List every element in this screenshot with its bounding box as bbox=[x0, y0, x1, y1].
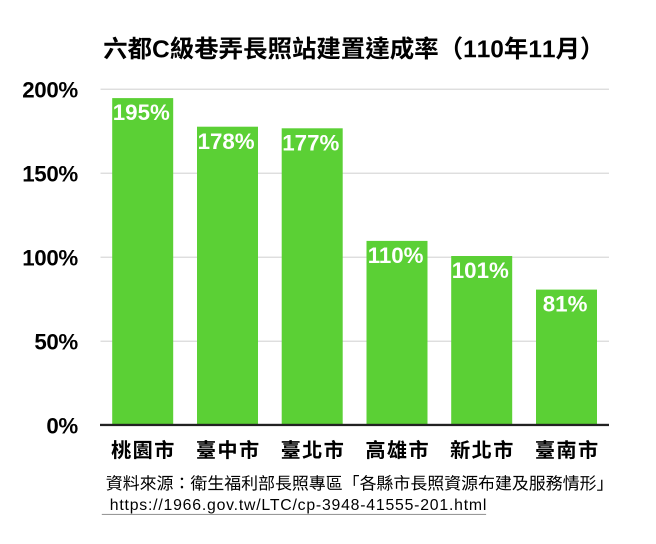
svg-text:50%: 50% bbox=[34, 330, 78, 355]
svg-text:178%: 178% bbox=[198, 129, 255, 154]
svg-text:0%: 0% bbox=[46, 414, 78, 439]
svg-text:https://1966.gov.tw/LTC/cp-394: https://1966.gov.tw/LTC/cp-3948-41555-20… bbox=[110, 497, 487, 514]
svg-text:100%: 100% bbox=[22, 246, 78, 271]
svg-text:81%: 81% bbox=[543, 292, 588, 317]
svg-text:177%: 177% bbox=[282, 130, 339, 155]
svg-text:200%: 200% bbox=[22, 78, 78, 103]
svg-text:150%: 150% bbox=[22, 162, 78, 187]
svg-text:110%: 110% bbox=[368, 243, 424, 268]
svg-text:101%: 101% bbox=[452, 258, 509, 283]
svg-text:195%: 195% bbox=[113, 100, 170, 125]
